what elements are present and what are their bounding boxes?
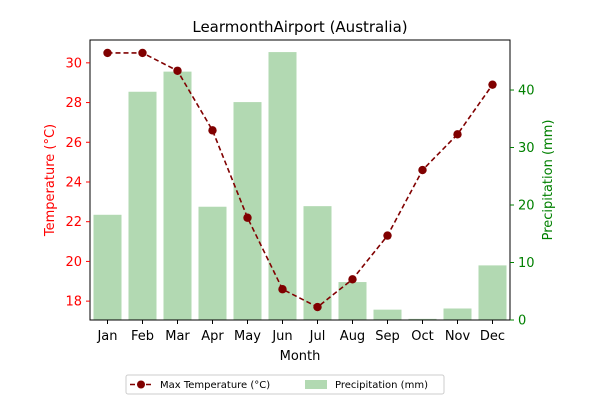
y-axis-right-label: Precipitation (mm) <box>541 120 556 241</box>
precip-bars <box>93 52 507 321</box>
temperature-point-aug <box>348 275 357 284</box>
temperature-point-mar <box>173 66 182 75</box>
temperature-point-feb <box>138 48 147 58</box>
x-axis: Jan Feb Mar Apr May Jun Jul Aug Sep Oct Nov Dec <box>96 320 505 344</box>
temperature-point-jun <box>278 285 287 294</box>
y-axis-right: 0 10 20 30 40 <box>510 84 535 329</box>
precip-bar-mar <box>163 71 192 320</box>
x-tick-label-dec: Dec <box>480 329 505 344</box>
temperature-series-line <box>107 52 494 309</box>
x-tick-label-jun: Jun <box>271 329 292 344</box>
y-left-tick-label-22: 22 <box>65 215 82 230</box>
y-axis-left-label: Temperature (°C) <box>43 124 58 237</box>
precip-bar-jun <box>268 52 297 321</box>
x-tick-label-mar: Mar <box>165 329 190 344</box>
x-tick-label-feb: Feb <box>131 329 154 344</box>
legend-temperature-swatch-marker <box>137 380 145 389</box>
temperature-point-dec <box>488 80 497 89</box>
precip-bar-dec <box>478 265 507 320</box>
y-right-tick-label-0: 0 <box>518 314 526 329</box>
x-tick-label-aug: Aug <box>340 329 365 344</box>
y-left-tick-label-30: 30 <box>65 56 82 71</box>
precip-bar-sep <box>373 309 402 320</box>
temperature-point-jan <box>103 48 112 58</box>
y-left-tick-label-20: 20 <box>65 255 82 270</box>
temperature-point-apr <box>208 126 217 135</box>
legend-temperature-label: Max Temperature (°C) <box>160 380 270 391</box>
x-tick-label-apr: Apr <box>201 329 224 344</box>
y-right-tick-label-40: 40 <box>518 84 535 99</box>
legend: Max Temperature (°C) Precipitation (mm) <box>125 374 445 395</box>
y-left-tick-label-26: 26 <box>65 136 82 151</box>
plot-frame <box>89 39 511 321</box>
y-left-tick-label-24: 24 <box>65 175 82 190</box>
x-tick-label-may: May <box>234 329 261 344</box>
temperature-point-nov <box>453 130 462 139</box>
y-axis-left: 18 20 22 24 26 28 30 <box>65 56 90 310</box>
precip-bar-feb <box>128 91 157 320</box>
precip-bar-aug <box>338 282 367 320</box>
temperature-point-oct <box>418 165 427 175</box>
precip-bar-jan <box>93 214 122 320</box>
legend-frame <box>125 374 445 395</box>
x-tick-label-jan: Jan <box>96 329 117 344</box>
precip-bar-oct <box>408 318 437 320</box>
precip-bar-jul <box>303 206 332 320</box>
precip-bar-may <box>233 102 262 321</box>
temperature-point-sep <box>383 231 392 240</box>
chart-title: LearmonthAirport (Australia) <box>192 18 407 36</box>
x-tick-label-oct: Oct <box>411 329 433 344</box>
y-left-tick-label-28: 28 <box>65 96 82 111</box>
precip-bar-nov <box>443 308 472 320</box>
legend-precip-swatch <box>305 380 327 389</box>
y-right-tick-label-20: 20 <box>518 199 535 214</box>
y-left-tick-label-18: 18 <box>65 295 82 310</box>
x-tick-label-nov: Nov <box>445 329 471 344</box>
y-right-tick-label-10: 10 <box>518 256 535 271</box>
x-tick-label-sep: Sep <box>375 329 400 344</box>
temperature-point-may <box>243 213 252 222</box>
precip-bar-apr <box>198 206 227 320</box>
x-axis-label: Month <box>280 349 321 364</box>
y-right-tick-label-30: 30 <box>518 141 535 156</box>
temperature-line <box>103 48 497 312</box>
temperature-point-jul <box>313 302 322 312</box>
x-tick-label-jul: Jul <box>309 329 326 344</box>
legend-precip-label: Precipitation (mm) <box>335 380 428 391</box>
